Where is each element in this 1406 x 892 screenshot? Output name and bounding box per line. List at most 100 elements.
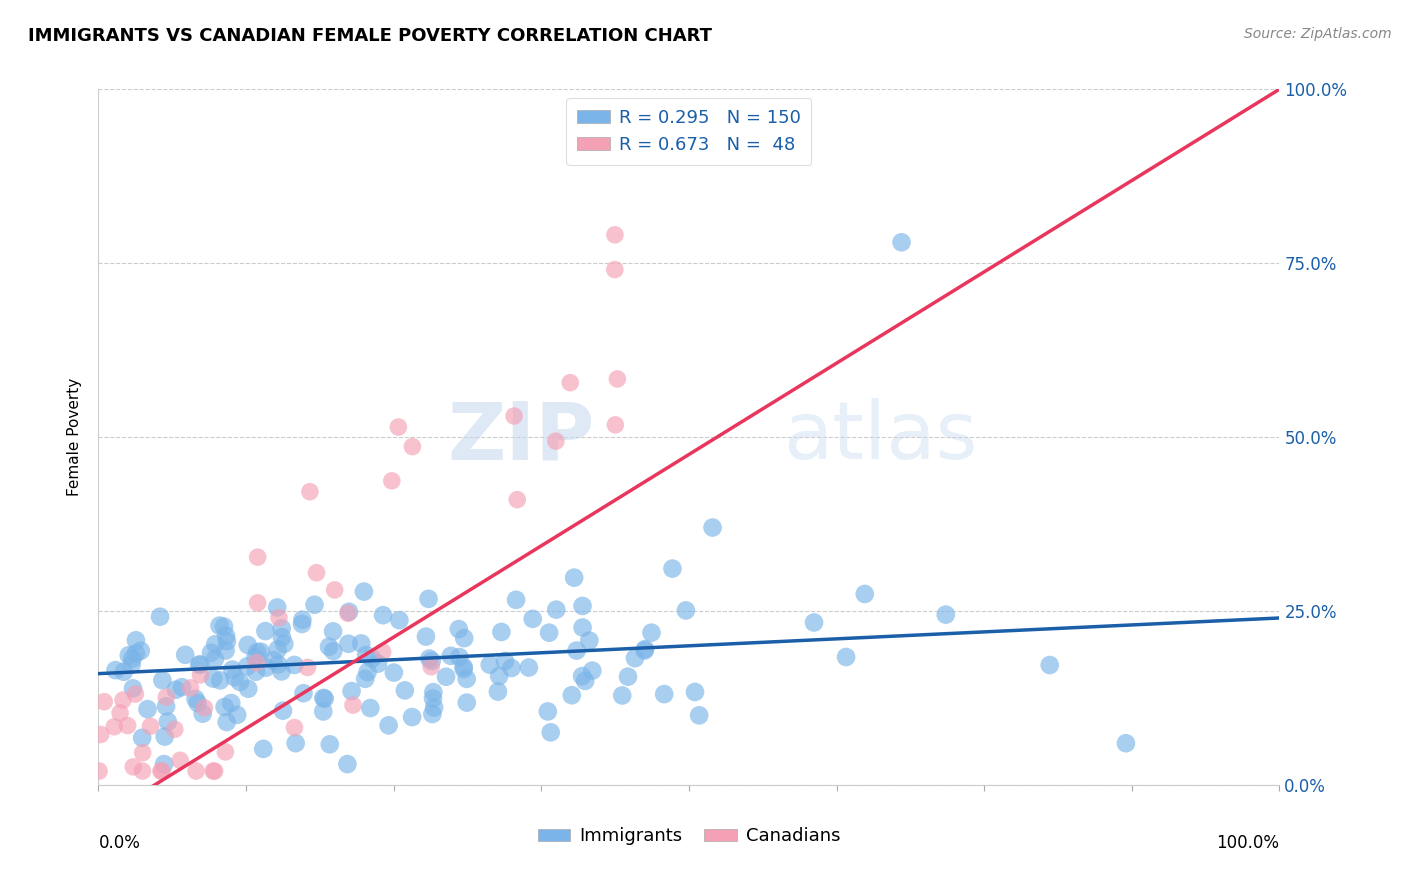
Point [486, 684, 509, 698]
Point [538, 625, 561, 640]
Point [284, 736, 307, 750]
Point [322, 624, 344, 639]
Point [156, 714, 179, 729]
Text: atlas: atlas [783, 398, 977, 476]
Y-axis label: Female Poverty: Female Poverty [67, 378, 83, 496]
Point [453, 660, 475, 674]
Point [835, 650, 858, 665]
Point [312, 705, 335, 719]
Point [422, 691, 444, 706]
Point [215, 634, 238, 648]
Point [215, 714, 238, 729]
Point [394, 683, 416, 698]
Point [661, 561, 683, 575]
Point [322, 644, 344, 658]
Point [340, 684, 363, 698]
Point [292, 686, 315, 700]
Point [377, 718, 399, 732]
Point [574, 673, 596, 688]
Point [90, 727, 112, 741]
Point [245, 656, 267, 670]
Point [202, 672, 225, 686]
Point [418, 651, 440, 665]
Text: IMMIGRANTS VS CANADIAN FEMALE POVERTY CORRELATION CHART: IMMIGRANTS VS CANADIAN FEMALE POVERTY CO… [28, 27, 711, 45]
Point [238, 681, 260, 696]
Point [544, 434, 567, 449]
Point [125, 646, 148, 660]
Point [271, 704, 294, 718]
Point [565, 643, 588, 657]
Point [87, 764, 110, 778]
Point [418, 591, 440, 606]
Point [401, 440, 423, 454]
Point [254, 624, 277, 638]
Point [605, 417, 627, 432]
Point [191, 706, 214, 721]
Point [354, 648, 377, 662]
Point [371, 608, 394, 623]
Point [456, 696, 478, 710]
Point [204, 637, 226, 651]
Point [297, 660, 319, 674]
Point [537, 705, 560, 719]
Point [245, 650, 267, 665]
Point [170, 680, 193, 694]
Point [935, 607, 957, 622]
Point [229, 675, 252, 690]
Point [155, 690, 177, 705]
Point [204, 652, 226, 666]
Point [246, 596, 269, 610]
Point [336, 607, 359, 621]
Point [337, 637, 360, 651]
Point [270, 665, 292, 679]
Point [131, 746, 153, 760]
Point [184, 691, 207, 706]
Point [453, 662, 475, 676]
Point [219, 696, 242, 710]
Point [122, 760, 145, 774]
Point [193, 701, 215, 715]
Point [236, 659, 259, 673]
Text: 100.0%: 100.0% [1216, 834, 1279, 852]
Point [93, 695, 115, 709]
Point [640, 625, 662, 640]
Point [652, 687, 675, 701]
Text: Source: ZipAtlas.com: Source: ZipAtlas.com [1244, 27, 1392, 41]
Point [117, 718, 139, 732]
Point [305, 566, 328, 580]
Point [624, 651, 647, 665]
Point [853, 587, 876, 601]
Point [149, 764, 172, 778]
Point [422, 706, 444, 721]
Point [214, 745, 236, 759]
Point [367, 657, 389, 671]
Point [291, 613, 314, 627]
Point [204, 764, 226, 778]
Point [506, 492, 529, 507]
Point [401, 710, 423, 724]
Point [423, 700, 446, 714]
Point [174, 648, 197, 662]
Point [215, 629, 238, 643]
Point [353, 584, 375, 599]
Point [323, 582, 346, 597]
Point [267, 610, 290, 624]
Point [236, 638, 259, 652]
Point [131, 731, 153, 745]
Point [517, 660, 540, 674]
Point [283, 657, 305, 672]
Point [155, 699, 177, 714]
Point [190, 668, 212, 682]
Point [125, 633, 148, 648]
Point [314, 691, 336, 706]
Point [634, 642, 657, 657]
Point [456, 672, 478, 686]
Point [633, 643, 655, 657]
Point [246, 550, 269, 565]
Point [562, 571, 585, 585]
Point [169, 753, 191, 767]
Point [165, 682, 187, 697]
Point [560, 376, 582, 390]
Point [262, 653, 284, 667]
Point [163, 723, 186, 737]
